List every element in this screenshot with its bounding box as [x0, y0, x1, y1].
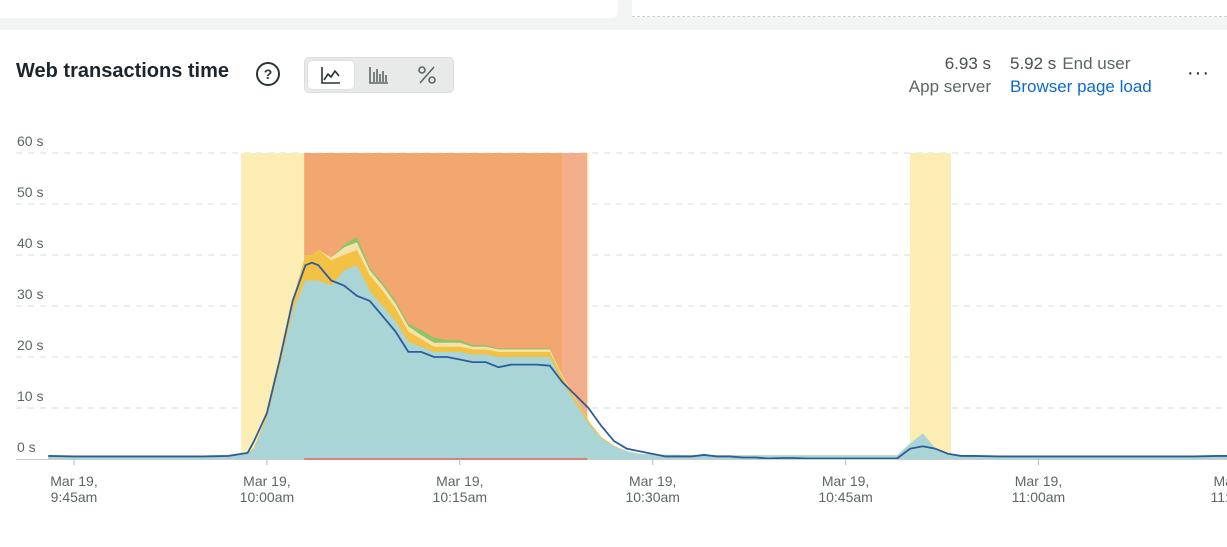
previous-panel-dashed-edge [632, 0, 1227, 17]
x-tick-label-6-date: Mar 1 [1214, 473, 1227, 489]
x-tick-label-2-date: Mar 19, [436, 473, 483, 489]
bar-chart-icon[interactable] [356, 61, 402, 89]
area-green-band [48, 237, 1227, 459]
line-chart-icon[interactable] [308, 61, 354, 89]
x-tick-label-1-date: Mar 19, [243, 473, 290, 489]
y-tick-label-50: 50 s [17, 184, 43, 200]
chart-type-toggle [304, 57, 454, 93]
y-tick-label-30: 30 s [17, 286, 43, 302]
y-tick-label-10: 10 s [17, 388, 43, 404]
web-transactions-chart: 0 s10 s20 s30 s40 s50 s60 s Mar 19,9:45a… [16, 133, 1227, 505]
area-yellow-band [48, 249, 1227, 459]
y-tick-labels: 0 s 10 s 20 s 30 s 40 s 50 s 60 s [17, 133, 43, 455]
x-tick-label-4-time: 10:45am [818, 489, 872, 505]
x-tick-label-3-time: 10:30am [625, 489, 679, 505]
end-user-stat: 5.92 s End user Browser page load [1010, 54, 1152, 97]
x-tick-label-5-date: Mar 19, [1015, 473, 1062, 489]
x-tick-label-2-time: 10:15am [433, 489, 487, 505]
area-app-area [48, 265, 1227, 459]
app-server-stat: 6.93 s App server [909, 54, 991, 97]
x-tick-label-0-time: 9:45am [51, 489, 98, 505]
area-cream-band [48, 242, 1227, 459]
incident-band-1 [909, 153, 952, 459]
x-tick-label-1-time: 10:00am [240, 489, 294, 505]
question-circle-icon[interactable]: ? [256, 62, 280, 86]
x-tick-label-5-time: 11:00am [1012, 489, 1065, 505]
y-tick-label-0: 0 s [17, 439, 36, 455]
x-tick-label-4-date: Mar 19, [822, 473, 869, 489]
end-user-label: End user [1062, 54, 1131, 73]
top-divider-band [0, 0, 1227, 30]
browser-page-load-link[interactable]: Browser page load [1010, 77, 1152, 96]
more-options-icon[interactable]: ··· [1187, 62, 1210, 84]
app-server-label: App server [908, 77, 991, 96]
app-server-value: 6.93 s [944, 54, 991, 73]
y-tick-label-40: 40 s [17, 235, 43, 251]
x-tick-label-3-date: Mar 19, [629, 473, 676, 489]
end-user-value: 5.92 s [1010, 54, 1057, 73]
y-tick-label-60: 60 s [17, 133, 43, 149]
series-areas [48, 237, 1227, 460]
browser-page-load-line [48, 261, 1227, 460]
x-tick-label-0-date: Mar 19, [50, 473, 97, 489]
x-axis [16, 458, 1227, 465]
percent-icon[interactable] [404, 61, 450, 89]
grid-lines [16, 152, 1227, 409]
previous-panel-edge [0, 0, 618, 18]
x-tick-label-6-time: 11:15a [1211, 489, 1227, 505]
y-tick-label-20: 20 s [17, 337, 43, 353]
chart-title: Web transactions time [16, 60, 230, 82]
